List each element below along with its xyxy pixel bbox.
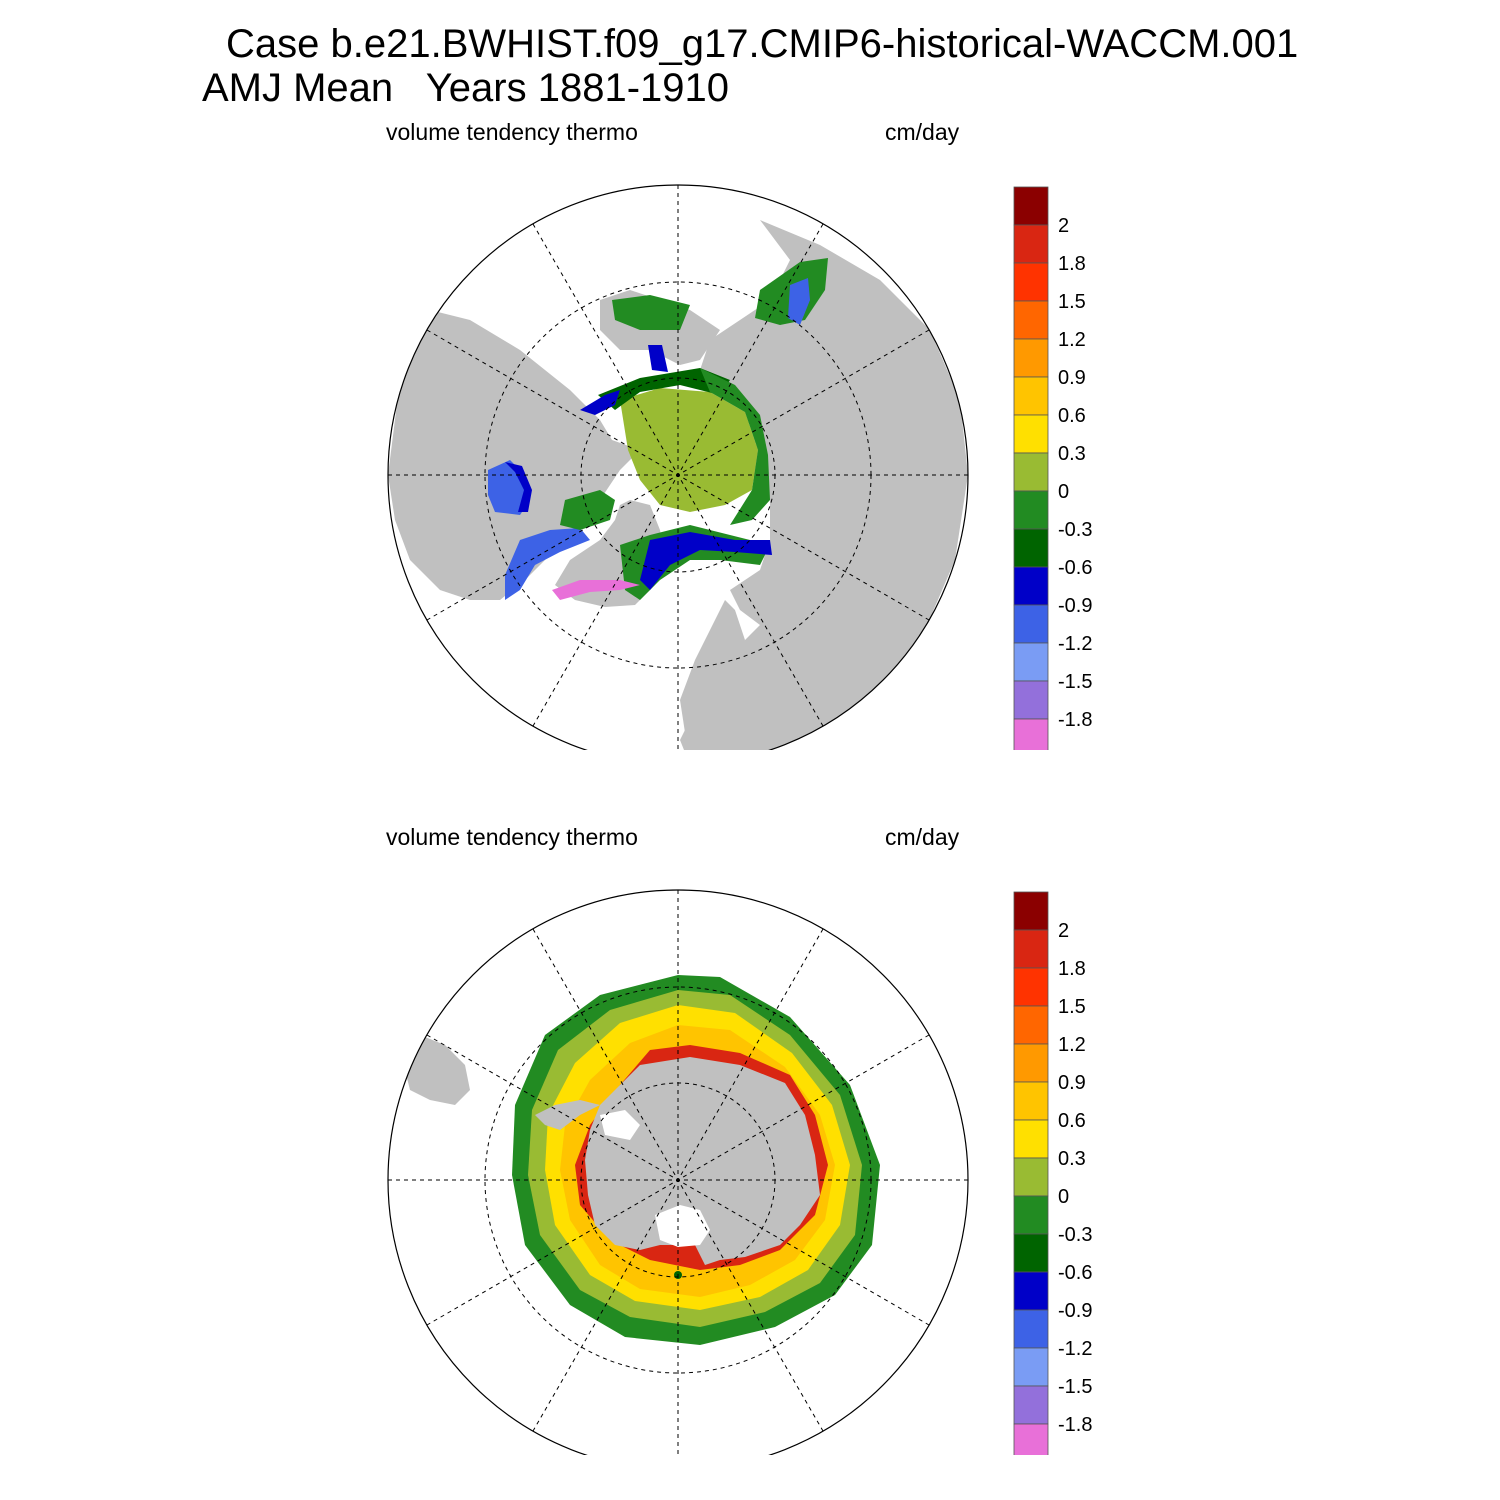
- colorbar-swatch: [1013, 186, 1049, 226]
- arctic-shelf-green: [700, 368, 770, 525]
- colorbar-swatch: [1013, 414, 1049, 454]
- colorbar-swatch: [1013, 1385, 1049, 1425]
- eurasia-land: [680, 220, 968, 750]
- colorbar-tick-label: 2: [1058, 215, 1069, 237]
- arctic-graticule: [388, 185, 968, 750]
- colorbar-swatch: [1013, 1005, 1049, 1045]
- colorbar-tick-label: 0.9: [1058, 1072, 1086, 1094]
- colorbar-swatch: [1013, 1309, 1049, 1349]
- antarctic-colorbar: 2 1.8 1.5 1.2 0.9 0.6 0.3 0 -0.3 -0.6 -0.9 -1.2 -1.5…: [1013, 891, 1092, 1455]
- okhotsk-blue: [788, 278, 810, 325]
- colorbar-tick-label: -0.3: [1058, 519, 1092, 541]
- colorbar-swatch: [1013, 1347, 1049, 1387]
- colorbar-swatch: [1013, 718, 1049, 750]
- colorbar-swatch: [1013, 680, 1049, 720]
- arctic-map-border: [387, 184, 969, 750]
- figure-title: Case b.e21.BWHIST.f09_g17.CMIP6-historic…: [226, 22, 1299, 66]
- labrador-pink: [552, 580, 640, 600]
- colorbar-swatch: [1013, 967, 1049, 1007]
- colorbar-tick-label: 0.9: [1058, 367, 1086, 389]
- colorbar-tick-label: -0.9: [1058, 595, 1092, 617]
- antarctic-graticule: [388, 890, 968, 1455]
- barents-blue: [640, 532, 772, 590]
- panel-antarctic-variable-label: volume tendency thermo: [386, 824, 638, 850]
- colorbar-tick-label: -1.8: [1058, 709, 1092, 731]
- colorbar-swatch: [1013, 262, 1049, 302]
- bering-green: [612, 295, 690, 330]
- colorbar-tick-label: 0.6: [1058, 1110, 1086, 1132]
- antarctic-map-border: [387, 889, 969, 1455]
- colorbar-swatch: [1013, 1081, 1049, 1121]
- colorbar-tick-label: 1.2: [1058, 329, 1086, 351]
- colorbar-swatch: [1013, 452, 1049, 492]
- colorbar-swatch: [1013, 338, 1049, 378]
- colorbar-swatch: [1013, 1157, 1049, 1197]
- colorbar-swatch: [1013, 891, 1049, 931]
- colorbar-swatch: [1013, 1119, 1049, 1159]
- colorbar-tick-label: 0.3: [1058, 1148, 1086, 1170]
- colorbar-swatch: [1013, 1233, 1049, 1273]
- canadian-archipelago-green: [560, 490, 615, 530]
- antarctica-land: [585, 1057, 820, 1265]
- colorbar-swatch: [1013, 1195, 1049, 1235]
- colorbar-tick-label: -0.9: [1058, 1300, 1092, 1322]
- colorbar-swatch: [1013, 528, 1049, 568]
- colorbar-tick-label: -0.6: [1058, 1262, 1092, 1284]
- north-america-land: [388, 310, 640, 600]
- colorbar-tick-label: -1.2: [1058, 633, 1092, 655]
- weddell-ice-shelf: [600, 1110, 640, 1140]
- colorbar-swatch: [1013, 1423, 1049, 1455]
- arctic-basin-field: [620, 388, 758, 512]
- colorbar-swatch: [1013, 224, 1049, 264]
- panel-antarctic-units-label: cm/day: [885, 824, 960, 850]
- colorbar-tick-label: 1.8: [1058, 253, 1086, 275]
- colorbar-swatch: [1013, 604, 1049, 644]
- colorbar-tick-label: 0: [1058, 1186, 1069, 1208]
- colorbar-tick-label: -0.6: [1058, 557, 1092, 579]
- colorbar-tick-label: -1.5: [1058, 1376, 1092, 1398]
- colorbar-swatch: [1013, 376, 1049, 416]
- panel-arctic-units-label: cm/day: [885, 119, 960, 145]
- colorbar-tick-label: -1.8: [1058, 1414, 1092, 1436]
- colorbar-tick-label: 0.6: [1058, 405, 1086, 427]
- colorbar-tick-label: -1.2: [1058, 1338, 1092, 1360]
- baffin-field: [505, 528, 590, 600]
- colorbar-tick-label: 0: [1058, 481, 1069, 503]
- antarctic-peninsula-land: [535, 1100, 600, 1130]
- colorbar-swatch: [1013, 1271, 1049, 1311]
- arctic-shelf-dark-green: [598, 368, 730, 410]
- colorbar-tick-label: 1.2: [1058, 1034, 1086, 1056]
- colorbar-swatch: [1013, 490, 1049, 530]
- colorbar-swatch: [1013, 929, 1049, 969]
- colorbar-tick-label: -0.3: [1058, 1224, 1092, 1246]
- arctic-polar-map-panel: 2 1.8 1.5 1.2 0.9 0.6 0.3 0 -0.3 -0.6 -0.9 -1.2 -1.5…: [387, 184, 1092, 750]
- beaufort-blue: [580, 390, 620, 415]
- colorbar-swatch: [1013, 566, 1049, 606]
- antarctic-polar-map-panel: 2 1.8 1.5 1.2 0.9 0.6 0.3 0 -0.3 -0.6 -0.9 -1.2 -1.5…: [387, 889, 1092, 1455]
- figure-subtitle: AMJ Mean Years 1881-1910: [202, 66, 730, 110]
- ross-ice-shelf: [655, 1205, 710, 1247]
- arctic-colorbar: 2 1.8 1.5 1.2 0.9 0.6 0.3 0 -0.3 -0.6 -0.9 -1.2 -1.5…: [1013, 186, 1092, 750]
- scandinavia-land: [680, 600, 745, 750]
- bering-blue: [648, 345, 668, 372]
- colorbar-tick-label: 1.8: [1058, 958, 1086, 980]
- colorbar-tick-label: 1.5: [1058, 996, 1086, 1018]
- colorbar-tick-label: 1.5: [1058, 291, 1086, 313]
- colorbar-tick-label: 2: [1058, 920, 1069, 942]
- colorbar-swatch: [1013, 300, 1049, 340]
- colorbar-tick-label: -1.5: [1058, 671, 1092, 693]
- colorbar-tick-label: 0.3: [1058, 443, 1086, 465]
- panel-arctic-variable-label: volume tendency thermo: [386, 119, 638, 145]
- colorbar-swatch: [1013, 642, 1049, 682]
- colorbar-swatch: [1013, 1043, 1049, 1083]
